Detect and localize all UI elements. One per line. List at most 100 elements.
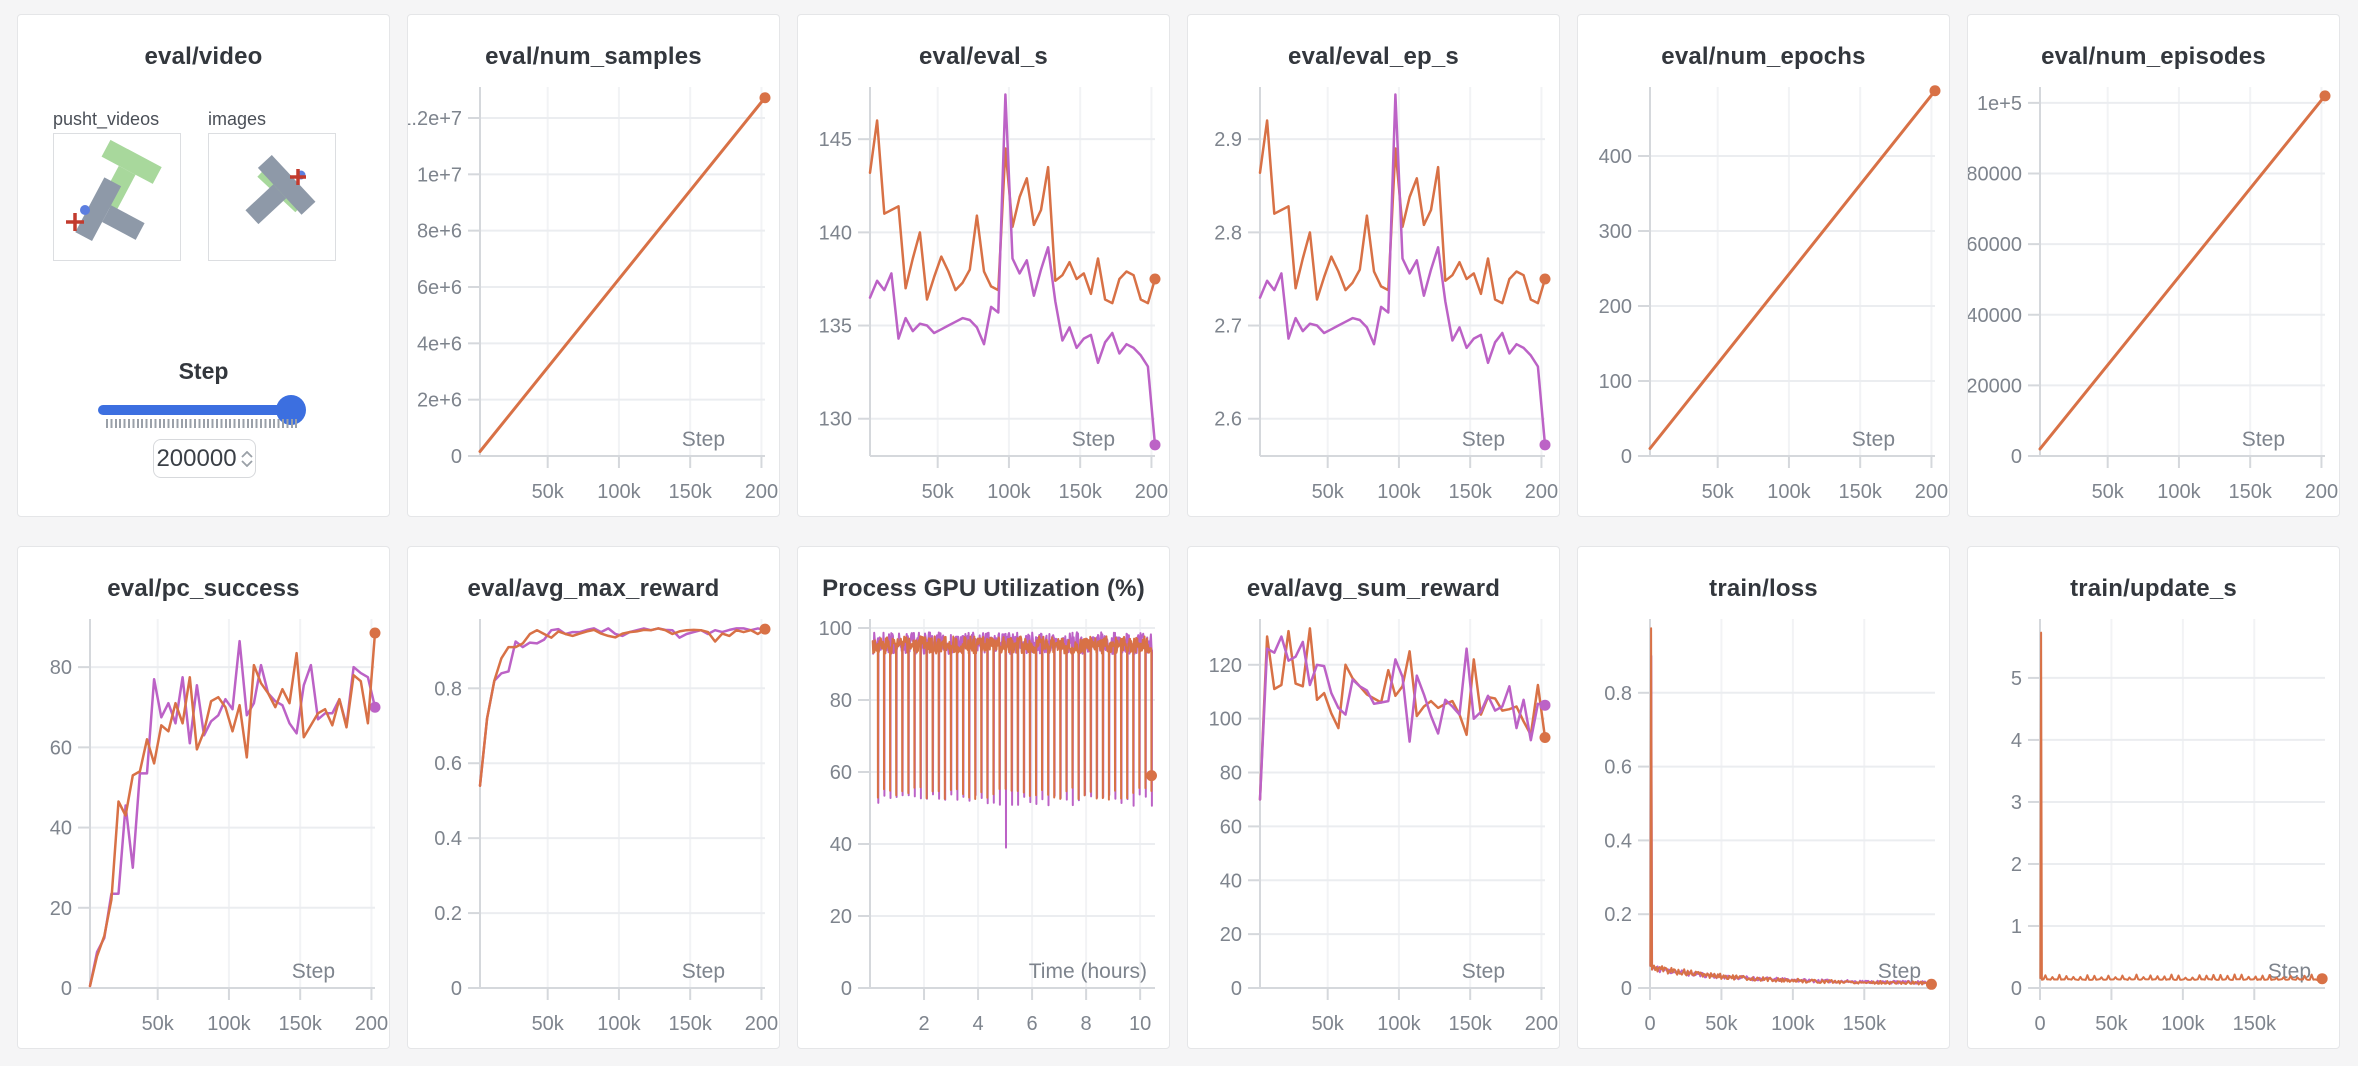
svg-text:100k: 100k	[987, 481, 1031, 503]
svg-text:100k: 100k	[1767, 481, 1811, 503]
chevron-down-icon[interactable]	[240, 459, 253, 467]
series-endpoint-dot-purple	[369, 701, 381, 713]
x-axis-label: Step	[292, 960, 335, 983]
pusht-env-image	[66, 139, 162, 242]
axes	[2028, 87, 2325, 468]
chart-panel-process-gpu-utilization-[interactable]: Process GPU Utilization (%) 0 20 40 60 80 100 2…	[797, 546, 1170, 1049]
series-line-purple	[1258, 635, 1547, 801]
svg-text:0.4: 0.4	[434, 828, 462, 850]
x-axis-label: Step	[1462, 428, 1505, 451]
chart-canvas: 0 1 2 3 4 5 0 50k 100k 150k Step	[2011, 619, 2328, 1035]
chart-panel-eval-avg-max-reward[interactable]: eval/avg_max_reward 0 0.2 0.4 0.6 0.8 50k 100k 1…	[407, 546, 780, 1049]
svg-text:200: 200	[2305, 481, 2338, 503]
series-line-purple	[88, 639, 377, 988]
svg-text:1e+7: 1e+7	[417, 164, 462, 186]
series-line-orange	[1258, 119, 1547, 305]
svg-text:150k: 150k	[1843, 1013, 1887, 1035]
series-line-purple	[1649, 654, 1932, 985]
svg-text:40: 40	[50, 818, 72, 840]
series-endpoint-dot-purple	[1539, 699, 1551, 711]
svg-text:50k: 50k	[2095, 1013, 2128, 1035]
chart-panel-train-loss[interactable]: train/loss 0 0.2 0.4 0.6 0.8 0 50k 100k 150k Step	[1577, 546, 1950, 1049]
series-line-orange	[2038, 94, 2327, 451]
svg-text:60: 60	[830, 762, 852, 784]
svg-text:0: 0	[1644, 1013, 1655, 1035]
agent-dot	[80, 205, 90, 215]
gridlines	[90, 619, 375, 988]
x-axis-label: Step	[1878, 960, 1921, 983]
chart-title: eval/num_epochs	[1661, 43, 1866, 70]
tick-labels: 2.6 2.7 2.8 2.9 50k 100k 150k 200 Step	[1214, 129, 1558, 503]
axes	[468, 619, 765, 1000]
step-slider-track[interactable]	[98, 395, 306, 425]
chart-panel-train-update-s[interactable]: train/update_s 0 1 2 3 4 5 0 50k 100k 150k Step	[1967, 546, 2340, 1049]
series-endpoint-dot-purple	[1539, 439, 1551, 451]
svg-text:4: 4	[2011, 730, 2022, 752]
media-thumbnail-pusht-videos[interactable]	[53, 133, 181, 261]
svg-text:200: 200	[745, 481, 778, 503]
svg-text:0: 0	[1621, 978, 1632, 1000]
step-input[interactable]: 200000	[153, 439, 256, 478]
goal-cross-icon	[66, 213, 84, 231]
svg-text:0: 0	[841, 978, 852, 1000]
svg-text:150k: 150k	[2229, 481, 2273, 503]
svg-text:1.2e+7: 1.2e+7	[408, 108, 462, 130]
svg-text:3: 3	[2011, 792, 2022, 814]
chart-panel-eval-num-epochs[interactable]: eval/num_epochs 0 100 200 300 400 50k 100k 150k 2…	[1577, 14, 1950, 517]
chart-panel-eval-eval-s[interactable]: eval/eval_s 130 135 140 145 50k 100k 150k 200 Ste…	[797, 14, 1170, 517]
chart-title: eval/num_episodes	[2041, 43, 2266, 70]
series-endpoint-dot-purple	[1149, 439, 1161, 451]
gridlines	[2039, 619, 2325, 988]
svg-text:0.8: 0.8	[434, 678, 462, 700]
x-axis-label: Time (hours)	[1029, 960, 1147, 983]
gridlines	[480, 87, 765, 456]
svg-text:150k: 150k	[2233, 1013, 2277, 1035]
series-line-purple	[1258, 93, 1547, 447]
chart-panel-eval-num-samples[interactable]: eval/num_samples 0 2e+6 4e+6 6e+6 8e+6 1e+7 1.2…	[407, 14, 780, 517]
x-axis-label: Step	[682, 428, 725, 451]
series-line-orange	[2039, 631, 2324, 981]
series-line-orange	[478, 627, 767, 787]
chart-panel-eval-avg-sum-reward[interactable]: eval/avg_sum_reward 0 20 40 60 80 100 120 50k 100…	[1187, 546, 1560, 1049]
chart-canvas: 0 20 40 60 80 100 120 50k 100k 150k 200 Step	[1209, 619, 1558, 1035]
svg-text:100: 100	[1209, 709, 1242, 731]
svg-text:2.8: 2.8	[1214, 222, 1242, 244]
svg-text:4: 4	[972, 1013, 983, 1035]
step-input-value: 200000	[156, 444, 237, 472]
tick-labels: 0 20 40 60 80 100 2 4 6 8 10 Time (hours)	[819, 618, 1152, 1035]
svg-text:140: 140	[819, 222, 852, 244]
chart-title: train/loss	[1709, 575, 1818, 602]
chart-panel-eval-pc-success[interactable]: eval/pc_success 0 20 40 60 80 50k 100k 150k 200 St…	[17, 546, 390, 1049]
svg-text:80000: 80000	[1968, 164, 2022, 186]
chart-panel-eval-num-episodes[interactable]: eval/num_episodes 0 20000 40000 60000 80000 1e…	[1967, 14, 2340, 517]
series-line-purple	[478, 627, 767, 787]
svg-text:120: 120	[1209, 655, 1242, 677]
tick-labels: 130 135 140 145 50k 100k 150k 200 Step	[819, 129, 1169, 503]
axes	[1248, 619, 1545, 1000]
chart-title: Process GPU Utilization (%)	[822, 575, 1145, 602]
svg-text:6e+6: 6e+6	[417, 277, 462, 299]
svg-text:50k: 50k	[1705, 1013, 1738, 1035]
svg-text:400: 400	[1599, 146, 1632, 168]
svg-text:2: 2	[2011, 854, 2022, 876]
svg-text:2e+6: 2e+6	[417, 390, 462, 412]
media-label-images: images	[208, 109, 267, 129]
svg-text:0: 0	[451, 446, 462, 468]
chart-canvas: 0 20 40 60 80 50k 100k 150k 200 Step	[50, 619, 388, 1035]
chevron-up-icon[interactable]	[240, 450, 253, 458]
panel-title: eval/video	[144, 43, 263, 70]
svg-text:150k: 150k	[669, 481, 713, 503]
svg-text:80: 80	[50, 657, 72, 679]
axes	[858, 87, 1155, 468]
svg-text:80: 80	[830, 690, 852, 712]
stepper-chevrons[interactable]	[240, 450, 253, 467]
chart-panel-eval-eval-ep-s[interactable]: eval/eval_ep_s 2.6 2.7 2.8 2.9 50k 100k 150k 200…	[1187, 14, 1560, 517]
step-slider-label: Step	[178, 358, 229, 384]
axes	[78, 619, 375, 1000]
svg-text:200: 200	[1525, 481, 1558, 503]
axes	[468, 87, 765, 468]
svg-text:100k: 100k	[1771, 1013, 1815, 1035]
media-panel-eval-video[interactable]: eval/video pusht_videos images	[17, 14, 390, 517]
media-thumbnail-images[interactable]	[208, 133, 336, 261]
series-endpoint-dot-orange	[1929, 85, 1941, 97]
